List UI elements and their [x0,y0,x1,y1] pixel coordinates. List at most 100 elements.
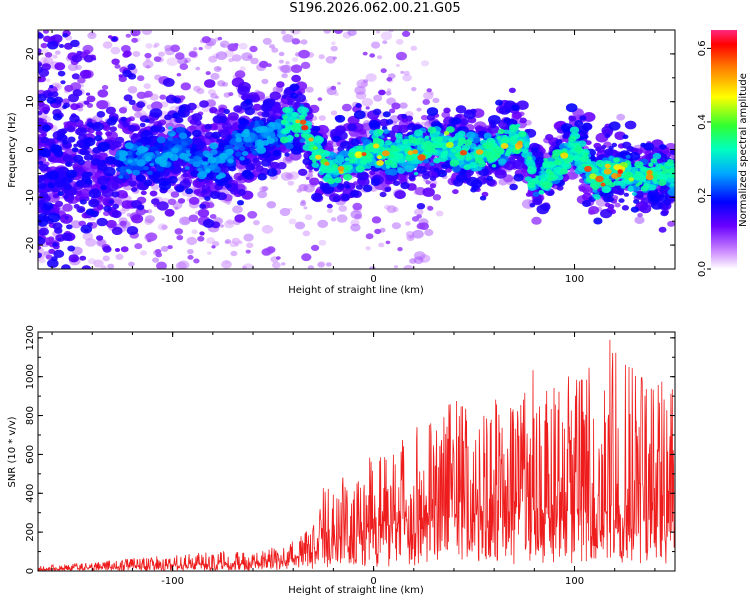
heatmap-cell [556,185,564,191]
heatmap-cell [47,212,61,223]
heatmap-cell [152,178,161,184]
heatmap-cell [301,253,312,262]
heatmap-cell [233,145,240,151]
heatmap-cell [266,201,277,209]
heatmap-cell [355,184,363,190]
heatmap-cell [581,122,593,131]
heatmap-cell [143,166,150,171]
heatmap-cell [38,101,45,107]
heatmap-cell [285,143,294,150]
heatmap-cell [433,167,440,173]
heatmap-cell [66,120,74,127]
heatmap-cell [54,227,63,234]
heatmap-cell [481,191,489,197]
heatmap-cell [297,106,307,114]
heatmap-cell [391,222,401,230]
heatmap-cell [498,158,507,165]
heatmap-cell [118,175,123,179]
heatmap-cell [204,196,211,202]
heatmap-cell [303,102,310,108]
heatmap-cell [111,196,124,207]
heatmap-cell [106,117,117,126]
heatmap-cell [414,129,423,137]
heatmap-cell [175,117,184,124]
heatmap-cell [239,156,245,161]
heatmap-cell [281,262,286,266]
heatmap-cell [220,164,227,169]
heatmap-cell [208,55,218,63]
heatmap-cell [184,157,191,162]
heatmap-cell [237,85,250,96]
heatmap-cell [378,89,386,96]
heatmap-cell [175,261,187,269]
heatmap-cell [631,192,637,196]
heatmap-cell [369,170,376,176]
heatmap-cell [71,73,80,80]
heatmap-cell [145,43,153,49]
heatmap-cell [405,221,411,226]
heatmap-cell [83,153,94,161]
heatmap-cell [237,176,244,181]
heatmap-cell [276,81,285,88]
heatmap-cell [90,158,101,166]
heatmap-cell [611,142,618,148]
heatmap-cell [622,134,629,140]
heatmap-cell [261,224,274,234]
heatmap-cell [419,222,429,230]
heatmap-cell [540,203,551,211]
heatmap-cell [244,98,252,105]
heatmap-cell [188,196,200,205]
heatmap-cell [625,154,631,159]
heatmap-cell [133,158,139,162]
heatmap-cell [164,114,172,121]
heatmap-cell [158,181,172,191]
heatmap-cell [249,45,258,53]
heatmap-cell [232,205,243,214]
heatmap-cell [347,123,358,132]
heatmap-cell [215,95,220,99]
heatmap-cell [204,79,216,88]
heatmap-cell [307,125,312,129]
heatmap-cell [267,127,274,133]
heatmap-cell [40,136,50,144]
heatmap-cell [235,137,243,143]
heatmap-cell [107,35,113,39]
heatmap-cell [149,108,163,118]
heatmap-cell [159,94,167,100]
heatmap-cell [330,85,337,91]
heatmap-cell [263,100,270,106]
heatmap-cell [199,231,205,236]
heatmap-cell [149,190,158,197]
heatmap-cell [64,84,74,92]
heatmap-cell [204,153,210,158]
heatmap-cell [69,114,80,123]
heatmap-cell [38,66,44,74]
heatmap-cell [57,237,62,242]
heatmap-cell [87,32,97,40]
heatmap-cell [47,40,59,50]
heatmap-cell [257,173,267,181]
heatmap-cell [241,169,253,178]
heatmap-cell [209,106,218,114]
heatmap-cell [66,169,78,179]
heatmap-cell [234,70,246,79]
heatmap-cell [233,105,243,113]
heatmap-cell [393,265,399,269]
heatmap-cell [140,190,147,196]
heatmap-cell [640,197,650,205]
heatmap-cell [634,216,645,225]
heatmap-cell [150,125,159,133]
heatmap-cell [125,117,132,122]
heatmap-cell [38,93,47,102]
heatmap-cell [197,236,205,242]
heatmap-cell [175,126,186,134]
heatmap-cell [39,191,49,199]
heatmap-cell [62,105,68,109]
heatmap-cell [305,176,310,180]
heatmap-cell [332,135,341,142]
heatmap-cell [311,244,320,251]
heatmap-cell [65,161,71,167]
heatmap-cell [266,246,276,254]
heatmap-cell [55,200,64,207]
heatmap-cell [57,128,67,136]
